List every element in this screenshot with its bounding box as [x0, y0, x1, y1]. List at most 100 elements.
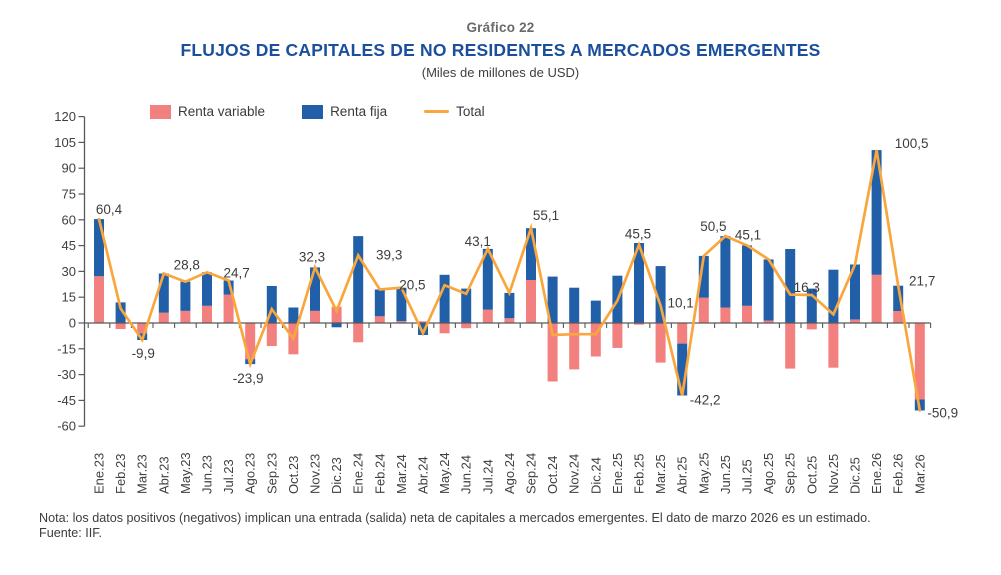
bar-renta-variable	[893, 311, 904, 323]
x-axis-label: Dic.24	[588, 457, 603, 494]
renta-fija-swatch-icon	[302, 104, 324, 119]
bar-renta-fija	[720, 236, 731, 308]
x-axis-label: Feb.25	[632, 454, 647, 494]
bar-renta-variable	[526, 280, 536, 323]
bar-renta-fija	[569, 287, 580, 323]
legend-label: Renta fija	[330, 104, 388, 119]
value-label: 100,5	[895, 136, 929, 151]
x-axis-label: Ene.24	[351, 453, 366, 494]
bar-renta-fija	[806, 288, 817, 323]
bar-renta-fija	[158, 273, 169, 313]
bar-renta-fija	[526, 228, 536, 280]
bar-renta-variable	[439, 323, 450, 334]
bar-renta-variable	[504, 318, 515, 323]
value-label: -50,9	[927, 406, 958, 421]
figure-number: Gráfico 22	[466, 20, 535, 35]
x-axis-label: Jul.25	[740, 459, 755, 494]
y-axis-label: -30	[57, 367, 76, 382]
value-label: 20,5	[399, 278, 425, 293]
bar-renta-fija	[634, 243, 644, 323]
bar-renta-fija	[310, 267, 320, 311]
chart-subtitle: (Miles de millones de USD)	[421, 65, 580, 80]
bar-renta-variable	[266, 323, 277, 346]
bar-renta-variable	[806, 323, 817, 330]
source-text: Fuente: IIF.	[39, 526, 102, 540]
x-axis-label: Abr.23	[156, 456, 171, 494]
x-axis-label: Ene.23	[92, 453, 107, 494]
bar-renta-variable	[353, 323, 364, 343]
bar-renta-variable	[482, 309, 493, 323]
x-axis-label: Feb.24	[372, 454, 387, 494]
bar-renta-variable	[202, 305, 212, 323]
bar-renta-fija	[785, 249, 796, 323]
bar-renta-fija	[742, 245, 752, 306]
bar-renta-fija	[655, 266, 666, 323]
bar-renta-variable	[418, 321, 428, 323]
bar-renta-variable	[374, 316, 385, 323]
y-axis-label: 75	[62, 187, 76, 202]
x-axis-label: Ago.24	[502, 453, 517, 494]
value-label: 10,1	[667, 296, 693, 311]
x-axis-label: Abr.25	[675, 456, 690, 494]
x-axis-label: May.25	[696, 452, 711, 494]
bar-renta-fija	[828, 269, 839, 323]
bar-renta-fija	[871, 150, 882, 275]
bar-renta-variable	[94, 276, 104, 323]
x-axis-label: Dic.23	[329, 457, 344, 494]
value-label: 28,8	[174, 257, 200, 272]
value-label: -42,2	[690, 393, 721, 408]
bar-renta-variable	[590, 323, 601, 357]
bar-renta-variable	[785, 323, 796, 369]
value-label: -9,9	[132, 346, 155, 361]
bar-renta-variable	[677, 323, 688, 344]
bar-renta-variable	[158, 312, 169, 323]
x-axis-label: Sep.23	[264, 453, 279, 494]
x-axis-label: Ene.25	[610, 453, 625, 494]
x-axis-label: Nov.25	[826, 454, 841, 494]
value-label: 45,1	[735, 227, 761, 242]
value-label: -23,9	[233, 371, 264, 386]
x-axis-label: Nov.23	[308, 454, 323, 494]
bar-renta-variable	[698, 297, 709, 323]
bar-renta-fija	[396, 287, 407, 322]
bar-renta-fija	[461, 288, 472, 323]
value-label: 39,3	[376, 247, 402, 262]
value-label: 50,5	[700, 219, 726, 234]
x-axis-label: May.24	[437, 452, 452, 494]
x-axis-label: Dic.25	[848, 457, 863, 494]
x-axis-label: Jul.24	[480, 459, 495, 494]
bar-renta-fija	[331, 323, 342, 328]
x-axis-label: Mar.23	[135, 454, 150, 494]
x-axis-label: Ago.25	[761, 453, 776, 494]
bar-renta-variable	[634, 323, 644, 325]
x-axis-label: Abr.24	[416, 456, 431, 494]
x-axis-label: Mar.24	[394, 454, 409, 494]
bar-renta-fija	[223, 280, 234, 295]
bar-renta-variable	[612, 323, 623, 348]
bar-renta-fija	[94, 219, 104, 277]
bar-renta-fija	[266, 286, 277, 323]
x-axis-label: Ene.26	[869, 453, 884, 494]
bar-renta-fija	[698, 255, 709, 298]
x-axis-label: May.23	[178, 452, 193, 494]
bar-renta-fija	[439, 274, 450, 323]
x-axis-label: Sep.24	[524, 453, 539, 494]
bar-renta-variable	[914, 323, 925, 400]
bar-renta-variable	[396, 321, 407, 323]
bar-renta-variable	[850, 319, 860, 323]
bar-renta-fija	[504, 292, 515, 319]
x-axis-label: Oct.24	[545, 456, 560, 494]
bar-renta-variable	[871, 274, 882, 323]
value-label: 55,1	[533, 208, 559, 223]
y-axis-label: 45	[62, 238, 76, 253]
x-axis-label: Feb.26	[891, 454, 906, 494]
value-label: 21,7	[909, 274, 935, 289]
bar-renta-fija	[202, 272, 212, 306]
x-axis-label: Sep.25	[783, 453, 798, 494]
bar-renta-variable	[137, 323, 148, 334]
bar-renta-variable	[742, 305, 752, 323]
bar-renta-fija	[850, 264, 860, 320]
value-label: 45,5	[625, 227, 651, 242]
bar-renta-fija	[677, 343, 688, 396]
y-axis-label: 60	[62, 212, 76, 227]
